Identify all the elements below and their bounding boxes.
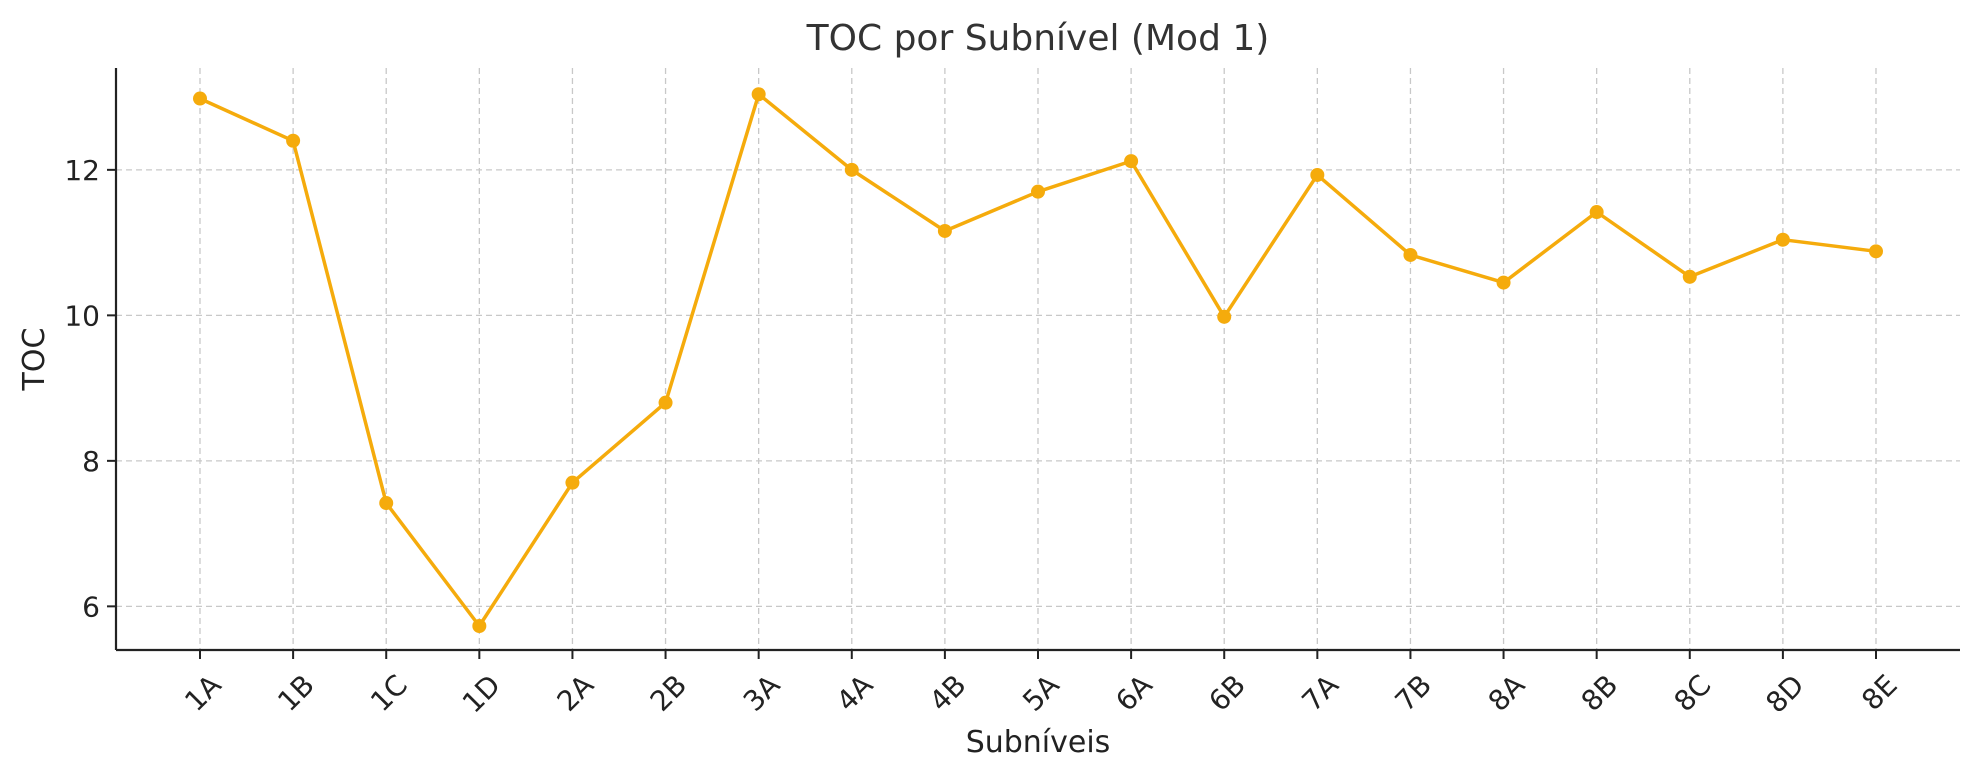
x-tick-label: 8B	[1575, 668, 1625, 718]
data-point	[1775, 232, 1790, 247]
data-point	[1869, 244, 1883, 259]
y-tick-label: 10	[64, 299, 100, 332]
series-layer	[193, 87, 1883, 633]
data-point	[1403, 247, 1418, 262]
x-tick-label: 2B	[644, 668, 694, 718]
data-point	[1682, 269, 1697, 284]
data-point	[472, 618, 487, 633]
x-tick-label: 7A	[1296, 668, 1345, 717]
x-tick-label: 4A	[830, 668, 879, 717]
data-point	[193, 91, 207, 106]
x-tick-label: 1C	[364, 668, 414, 718]
data-point	[751, 87, 766, 102]
data-point	[844, 162, 859, 177]
x-ticks: 1A 1B 1C 1D 2A 2B 3A 4A 4B 5A 6A 6B 7A 7B 8A 8B 8C 8D 8E	[178, 650, 1904, 719]
data-point	[1031, 184, 1045, 199]
x-tick-label: 8A	[1482, 668, 1531, 717]
data-point	[937, 223, 952, 238]
data-point	[658, 395, 673, 410]
x-axis-label: Subníveis	[966, 725, 1111, 760]
data-point	[1589, 205, 1604, 220]
x-tick-label: 1A	[178, 668, 227, 717]
data-point	[1310, 167, 1325, 182]
x-tick-label: 4B	[923, 668, 973, 718]
y-tick-label: 12	[64, 154, 100, 187]
x-tick-label: 1B	[271, 668, 321, 718]
chart-title: TOC por Subnível (Mod 1)	[806, 18, 1270, 59]
x-tick-label: 8D	[1759, 668, 1810, 719]
data-point	[1496, 275, 1511, 290]
y-tick-label: 8	[82, 445, 100, 478]
y-axis-label: TOC	[17, 328, 52, 392]
data-point	[1124, 154, 1139, 169]
x-tick-label: 3A	[737, 668, 786, 717]
y-ticks: 6 8 10 12	[64, 154, 116, 623]
x-tick-label: 1D	[456, 668, 507, 719]
data-point	[1217, 309, 1232, 324]
x-tick-label: 6A	[1109, 668, 1158, 717]
grid-lines	[116, 68, 1960, 650]
x-tick-label: 8C	[1668, 668, 1718, 718]
x-tick-label: 2A	[551, 668, 600, 717]
x-tick-label: 8E	[1855, 668, 1903, 716]
data-point	[379, 496, 394, 511]
y-tick-label: 6	[82, 590, 100, 623]
data-point	[565, 475, 580, 490]
data-point	[286, 133, 301, 148]
x-tick-label: 6B	[1202, 668, 1252, 718]
x-tick-label: 7B	[1389, 668, 1439, 718]
x-tick-label: 5A	[1016, 668, 1065, 717]
